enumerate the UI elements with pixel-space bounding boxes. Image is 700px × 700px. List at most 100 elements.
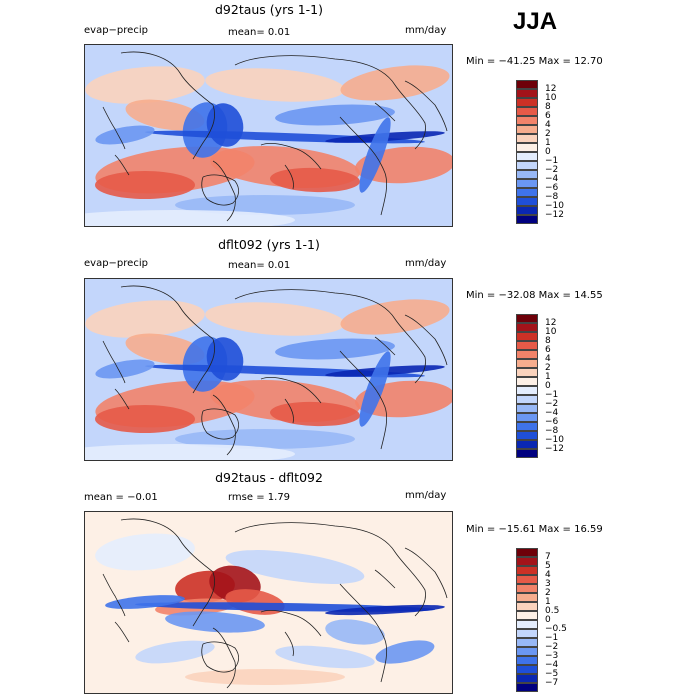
colorbar-swatch	[516, 683, 538, 692]
field-contour	[85, 210, 295, 226]
colorbar-level-label: −8	[545, 426, 559, 436]
field-contour	[95, 533, 195, 571]
colorbar-swatch	[516, 422, 538, 431]
colorbar-swatch	[516, 368, 538, 377]
colorbar-swatch	[516, 611, 538, 620]
field-contour	[85, 444, 295, 460]
season-label: JJA	[513, 8, 558, 35]
field-contour	[95, 405, 195, 433]
coastline	[212, 160, 236, 222]
colorbar-level-label: −10	[545, 201, 564, 211]
field-contour	[95, 125, 155, 145]
colorbar-level-label: −10	[545, 435, 564, 445]
colorbar-swatch	[516, 386, 538, 395]
colorbar-swatch	[516, 449, 538, 458]
colorbar-swatch	[516, 170, 538, 179]
colorbar-level-label: 3	[545, 579, 551, 589]
colorbar-swatch	[516, 98, 538, 107]
coastline	[120, 518, 215, 627]
colorbar-swatch	[516, 647, 538, 656]
colorbar-swatch	[516, 314, 538, 323]
colorbar-swatch	[516, 404, 538, 413]
colorbar-swatch	[516, 350, 538, 359]
colorbar-level-label: 4	[545, 120, 551, 130]
colorbar-level-label: 0.5	[545, 606, 560, 616]
colorbar-swatch	[516, 80, 538, 89]
panel2-mean: mean= 0.01	[228, 260, 291, 271]
field-contour	[85, 300, 205, 338]
panel3-title: d92taus - dflt092	[215, 470, 323, 485]
colorbar-swatch	[516, 143, 538, 152]
field-contour	[175, 429, 355, 449]
field-contour	[275, 104, 395, 126]
colorbar-level-label: 10	[545, 327, 557, 337]
colorbar-level-label: −8	[545, 192, 559, 202]
panel1-variable: evap−precip	[84, 25, 148, 36]
colorbar-swatch	[516, 116, 538, 125]
coastline	[102, 573, 126, 617]
field-contour	[205, 68, 345, 102]
coastline	[260, 142, 322, 170]
field-contour	[95, 171, 195, 199]
colorbar-level-label: 0	[545, 381, 551, 391]
colorbar-swatch	[516, 665, 538, 674]
colorbar-level-label: 12	[545, 84, 557, 94]
colorbar-swatch	[516, 359, 538, 368]
colorbar-level-label: −2	[545, 399, 559, 409]
colorbar-swatch	[516, 134, 538, 143]
colorbar-swatch	[516, 89, 538, 98]
colorbar-swatch	[516, 323, 538, 332]
panel3-map	[84, 511, 453, 694]
colorbar-swatch	[516, 575, 538, 584]
panel1-units: mm/day	[405, 25, 447, 36]
colorbar-swatch	[516, 593, 538, 602]
field-contour	[325, 604, 445, 616]
colorbar-level-label: 6	[545, 111, 551, 121]
coastline	[102, 340, 126, 384]
panel1-minmax: Min = −41.25 Max = 12.70	[466, 56, 603, 67]
colorbar-level-label: 10	[545, 93, 557, 103]
colorbar-swatch	[516, 197, 538, 206]
colorbar-swatch	[516, 557, 538, 566]
field-contour	[270, 167, 360, 193]
colorbar-level-label: 2	[545, 129, 551, 139]
field-contour	[165, 611, 265, 633]
colorbar-level-label: −4	[545, 174, 559, 184]
field-contour	[85, 66, 205, 104]
field-contour	[205, 302, 345, 336]
colorbar-swatch	[516, 332, 538, 341]
coastline	[114, 154, 130, 176]
coastline	[212, 627, 236, 689]
colorbar-level-label: −4	[545, 660, 559, 670]
colorbar-level-label: −4	[545, 408, 559, 418]
colorbar-swatch	[516, 215, 538, 224]
coastline	[201, 408, 239, 440]
colorbar-swatch	[516, 125, 538, 134]
colorbar-level-label: 2	[545, 363, 551, 373]
panel2-title: dflt092 (yrs 1-1)	[218, 237, 320, 252]
colorbar-level-label: 2	[545, 588, 551, 598]
colorbar-level-label: −7	[545, 678, 559, 688]
colorbar-swatch	[516, 161, 538, 170]
coastline	[284, 164, 294, 190]
field-contour	[225, 550, 365, 584]
colorbar-swatch	[516, 674, 538, 683]
field-contour	[375, 640, 435, 664]
colorbar-level-label: 1	[545, 597, 551, 607]
coastline	[339, 116, 388, 216]
colorbar-level-label: 6	[545, 345, 551, 355]
coastline	[102, 106, 126, 150]
colorbar-level-label: −1	[545, 633, 559, 643]
panel1-map	[84, 44, 453, 227]
coastline	[201, 641, 239, 673]
field-contour	[95, 359, 155, 379]
coastline	[201, 174, 239, 206]
coastline	[404, 80, 448, 132]
colorbar-swatch	[516, 566, 538, 575]
coastline	[374, 102, 396, 122]
colorbar-level-label: 8	[545, 336, 551, 346]
panel2-variable: evap−precip	[84, 258, 148, 269]
colorbar-swatch	[516, 188, 538, 197]
map-field	[85, 45, 452, 226]
coastline	[234, 55, 426, 150]
